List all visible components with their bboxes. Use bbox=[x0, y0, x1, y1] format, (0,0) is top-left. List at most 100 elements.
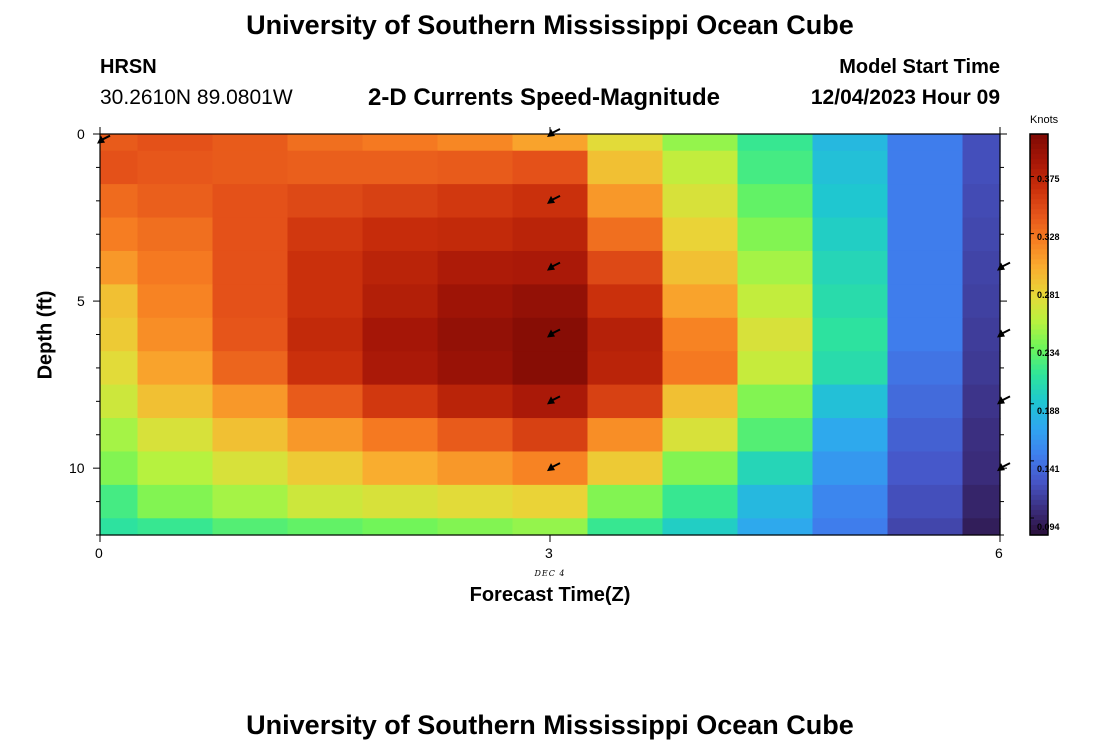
colorbar-segment bbox=[1030, 189, 1048, 195]
heatmap-cell bbox=[662, 284, 739, 319]
heatmap-cell bbox=[737, 518, 814, 536]
heatmap-cell bbox=[287, 317, 364, 352]
heatmap-cell bbox=[212, 418, 289, 453]
heatmap-cell bbox=[362, 518, 439, 536]
heatmap-cell bbox=[812, 317, 889, 352]
colorbar-segment bbox=[1030, 314, 1048, 321]
colorbar-segment bbox=[1030, 294, 1048, 301]
colorbar-segment bbox=[1030, 279, 1048, 285]
colorbar-segment bbox=[1030, 424, 1048, 431]
colorbar-segment bbox=[1030, 384, 1048, 391]
heatmap-cell bbox=[287, 217, 364, 252]
current-vector-arrow bbox=[997, 328, 1011, 338]
colorbar-segment bbox=[1030, 379, 1048, 386]
colorbar-segment bbox=[1030, 179, 1048, 185]
colorbar-segment bbox=[1030, 244, 1048, 250]
heatmap-cell bbox=[212, 217, 289, 252]
colorbar-tick-label: 0.234 bbox=[1037, 348, 1060, 358]
heatmap-cell bbox=[887, 284, 964, 319]
current-vector-arrow bbox=[997, 462, 1011, 472]
model-start-label: Model Start Time bbox=[839, 56, 1000, 78]
heatmap-cell bbox=[137, 317, 214, 352]
heatmap-cell bbox=[662, 184, 739, 219]
heatmap-cell bbox=[437, 217, 514, 252]
heatmap-cell bbox=[437, 284, 514, 319]
heatmap-cell bbox=[287, 134, 364, 152]
heatmap-cell bbox=[887, 184, 964, 219]
heatmap-cell bbox=[512, 284, 589, 319]
colorbar-segment bbox=[1030, 219, 1048, 225]
heatmap-cell bbox=[100, 418, 139, 453]
colorbar-frame bbox=[1029, 133, 1049, 536]
colorbar-segment bbox=[1030, 469, 1048, 476]
heatmap-cell bbox=[812, 518, 889, 536]
heatmap-cell bbox=[137, 150, 214, 185]
heatmap-cell bbox=[737, 134, 814, 152]
heatmap-cell bbox=[212, 451, 289, 486]
heatmap-cell bbox=[437, 250, 514, 285]
heatmap-cell bbox=[212, 484, 289, 519]
colorbar-segment bbox=[1030, 399, 1048, 406]
colorbar-segment bbox=[1030, 474, 1048, 481]
heatmap-cell bbox=[662, 150, 739, 185]
heatmap-cell bbox=[362, 384, 439, 419]
colorbar-segment bbox=[1030, 184, 1048, 190]
heatmap-cell bbox=[287, 150, 364, 185]
heatmap-cell bbox=[587, 284, 664, 319]
colorbar-segment bbox=[1030, 139, 1048, 145]
heatmap-cell bbox=[137, 518, 214, 536]
colorbar-segment bbox=[1030, 354, 1048, 361]
heatmap-cell bbox=[137, 284, 214, 319]
heatmap-cell bbox=[812, 451, 889, 486]
current-vector-arrow bbox=[547, 462, 561, 472]
colorbar-segment bbox=[1030, 529, 1048, 536]
heatmap-cell bbox=[662, 484, 739, 519]
colorbar-segment bbox=[1030, 224, 1048, 230]
heatmap-cell bbox=[887, 351, 964, 386]
heatmap-cell bbox=[287, 384, 364, 419]
y-tick-label: 5 bbox=[77, 293, 85, 309]
colorbar-segment bbox=[1030, 339, 1048, 346]
heatmap-cell bbox=[137, 451, 214, 486]
colorbar-tick-label: 0.188 bbox=[1037, 406, 1060, 416]
footer-title: University of Southern Mississippi Ocean… bbox=[246, 710, 854, 740]
colorbar-segment bbox=[1030, 334, 1048, 341]
current-vector-arrow bbox=[547, 128, 561, 137]
heatmap-cell bbox=[812, 284, 889, 319]
colorbar-segment bbox=[1030, 229, 1048, 235]
heatmap-cell bbox=[212, 351, 289, 386]
colorbar-segment bbox=[1030, 274, 1048, 280]
colorbar-segment bbox=[1030, 239, 1048, 245]
heatmap-cell bbox=[587, 384, 664, 419]
colorbar-segment bbox=[1030, 499, 1048, 506]
heatmap-cell bbox=[137, 384, 214, 419]
colorbar-segment bbox=[1030, 389, 1048, 396]
colorbar-segment bbox=[1030, 194, 1048, 200]
colorbar-segment bbox=[1030, 319, 1048, 326]
colorbar-segment bbox=[1030, 404, 1048, 411]
heatmap-cell bbox=[962, 217, 1001, 252]
heatmap-cell bbox=[100, 351, 139, 386]
heatmap-cell bbox=[962, 317, 1001, 352]
heatmap-cell bbox=[287, 484, 364, 519]
heatmap-cell bbox=[587, 451, 664, 486]
heatmap-cell bbox=[100, 518, 139, 536]
heatmap-cell bbox=[962, 134, 1001, 152]
heatmap-cell bbox=[962, 451, 1001, 486]
heatmap-cell bbox=[587, 317, 664, 352]
colorbar-segment bbox=[1030, 369, 1048, 376]
y-tick-label: 0 bbox=[77, 126, 85, 142]
colorbar-segment bbox=[1030, 269, 1048, 275]
heatmap-cell bbox=[362, 484, 439, 519]
heatmap-cell bbox=[362, 250, 439, 285]
heatmap-cell bbox=[962, 351, 1001, 386]
heatmap-cell bbox=[887, 418, 964, 453]
heatmap-cell bbox=[887, 484, 964, 519]
heatmap-cell bbox=[100, 484, 139, 519]
heatmap-cell bbox=[737, 351, 814, 386]
heatmap-cell bbox=[137, 134, 214, 152]
heatmap-cell bbox=[362, 184, 439, 219]
heatmap-cell bbox=[887, 518, 964, 536]
heatmap-cell bbox=[737, 451, 814, 486]
heatmap-cell bbox=[137, 184, 214, 219]
